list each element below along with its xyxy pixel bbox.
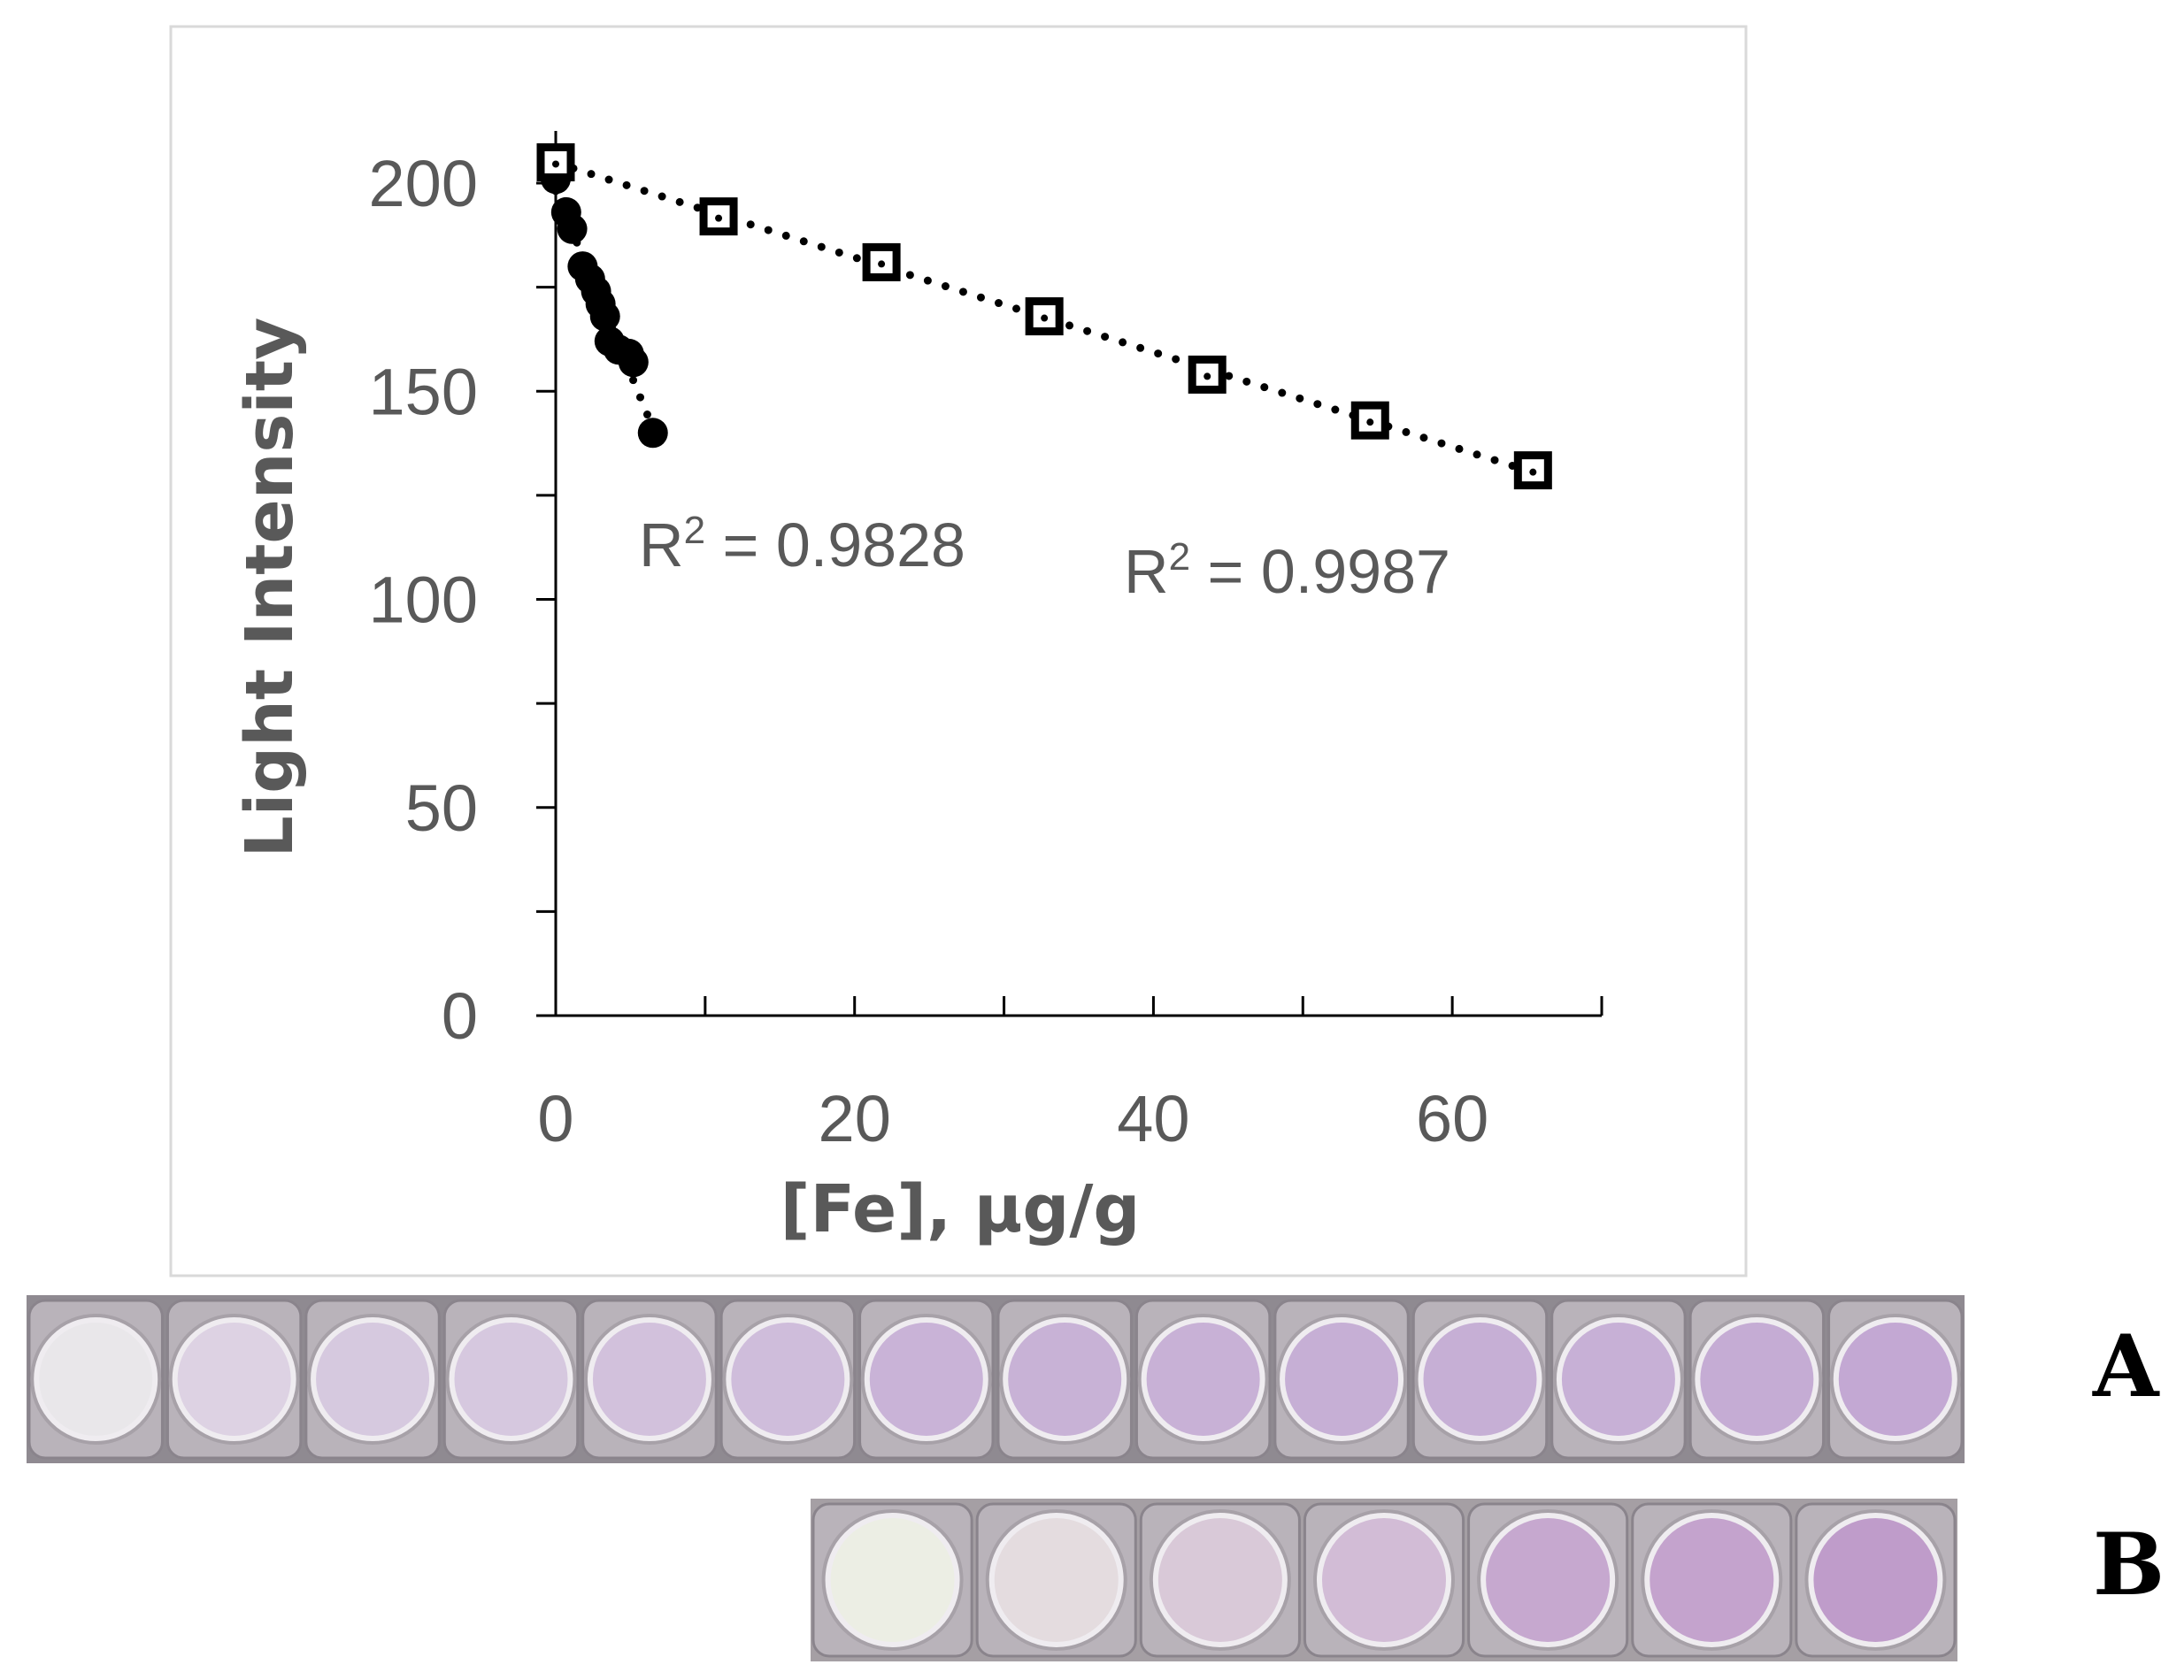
x-axis-title: [Fe], µg/g xyxy=(781,1171,1141,1247)
panel-label-b: B xyxy=(2093,1515,2165,1615)
r2-label-series-2: R2 = 0.9987 xyxy=(1124,535,1450,606)
y-tick-label: 100 xyxy=(369,564,478,637)
x-tick-label: 20 xyxy=(819,1082,891,1155)
x-tick-label: 0 xyxy=(537,1082,573,1155)
data-point-series-2 xyxy=(862,242,901,281)
tick-labels: 0 50 100 150 200 0 20 40 60 xyxy=(369,147,1489,1155)
well xyxy=(1813,1518,1938,1642)
well xyxy=(177,1323,291,1436)
well xyxy=(1423,1323,1537,1436)
panel-label-a: A xyxy=(2093,1316,2159,1416)
well-strip-a-image xyxy=(27,1299,1964,1460)
marker-dot xyxy=(1204,372,1211,380)
data-point-series-1 xyxy=(637,418,668,449)
well xyxy=(1561,1323,1675,1436)
marker-dot xyxy=(715,214,723,222)
well xyxy=(731,1323,845,1436)
data-point-series-1 xyxy=(589,301,620,332)
well-strip-b-image xyxy=(811,1502,1957,1658)
well xyxy=(1157,1518,1282,1642)
well xyxy=(869,1323,983,1436)
well xyxy=(39,1323,153,1436)
r2-label-series-1: R2 = 0.9828 xyxy=(639,509,965,579)
marker-dot xyxy=(1366,418,1374,426)
data-point-series-1 xyxy=(557,213,588,244)
data-point-series-2 xyxy=(1350,401,1389,440)
tick-marks xyxy=(536,181,1603,1017)
y-axis-title: Light Intensity xyxy=(232,318,308,858)
marker-dot xyxy=(1041,314,1049,322)
marker-dot xyxy=(552,160,559,168)
square-marker xyxy=(1025,297,1064,336)
marker-dot xyxy=(878,260,886,268)
data-point-series-2 xyxy=(699,197,738,236)
well xyxy=(1008,1323,1122,1436)
well xyxy=(1285,1323,1399,1436)
y-tick-label: 0 xyxy=(442,979,478,1053)
data-point-series-2 xyxy=(1188,355,1227,394)
well-strip-b xyxy=(811,1499,1957,1661)
data-points xyxy=(536,142,1552,490)
well xyxy=(1486,1518,1611,1642)
data-point-series-2 xyxy=(536,142,575,181)
data-point-series-2 xyxy=(1025,297,1064,336)
marker-dot xyxy=(1529,468,1537,476)
y-tick-label: 50 xyxy=(405,771,478,845)
well xyxy=(1146,1323,1260,1436)
well xyxy=(994,1518,1119,1642)
well xyxy=(830,1518,955,1642)
well xyxy=(454,1323,568,1436)
well xyxy=(1838,1323,1952,1436)
well xyxy=(1700,1323,1814,1436)
x-tick-label: 60 xyxy=(1416,1082,1488,1155)
data-point-series-2 xyxy=(1513,451,1552,490)
x-tick-label: 40 xyxy=(1117,1082,1189,1155)
well xyxy=(316,1323,430,1436)
axes xyxy=(554,131,1602,1017)
y-tick-label: 150 xyxy=(369,355,478,428)
square-marker xyxy=(1513,451,1552,490)
well-strip-a xyxy=(27,1295,1965,1463)
data-point-series-1 xyxy=(618,347,649,378)
well xyxy=(592,1323,706,1436)
well xyxy=(1650,1518,1774,1642)
chart-frame xyxy=(169,25,1748,1277)
well xyxy=(1322,1518,1446,1642)
y-tick-label: 200 xyxy=(369,147,478,220)
square-marker xyxy=(699,197,738,236)
